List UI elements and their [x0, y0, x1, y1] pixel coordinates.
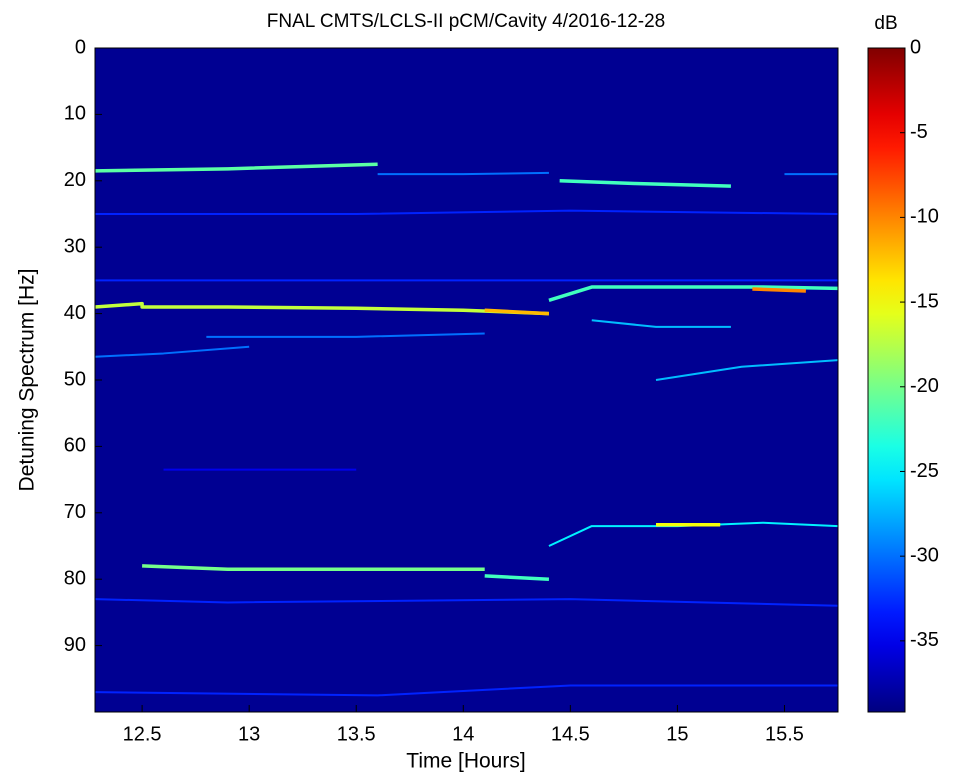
colorbar-tick-label: -30 [910, 544, 939, 566]
spectral-line [559, 179, 731, 188]
colorbar-tick-label: -20 [910, 375, 939, 397]
spectral-line [95, 598, 838, 607]
spectral-line [142, 564, 485, 571]
colorbar-tick-label: 0 [910, 36, 921, 58]
y-tick-label: 70 [64, 501, 86, 523]
spectral-line [752, 287, 806, 293]
spectral-line [484, 574, 550, 581]
heatmap-background [95, 48, 838, 712]
x-tick-label: 14 [452, 723, 474, 745]
spectral-line [377, 171, 549, 176]
colorbar-tick-label: -25 [910, 460, 939, 482]
spectral-line [95, 209, 838, 215]
colorbar-tick-label: -15 [910, 290, 939, 312]
y-tick-label: 90 [64, 634, 86, 656]
y-tick-label: 40 [64, 302, 86, 324]
x-tick-label: 15 [666, 723, 688, 745]
colorbar-tick-label: -5 [910, 121, 928, 143]
spectral-line [95, 301, 550, 316]
spectral-line [95, 345, 250, 358]
colorbar [867, 47, 906, 713]
y-tick-label: 30 [64, 235, 86, 257]
spectral-line [95, 684, 838, 697]
colorbar-tick-label: -10 [910, 206, 939, 228]
spectral-line [484, 308, 550, 316]
x-tick-label: 13.5 [337, 723, 376, 745]
spectral-line [548, 285, 838, 302]
y-tick-label: 20 [64, 169, 86, 191]
x-tick-label: 12.5 [123, 723, 162, 745]
y-tick-label: 10 [64, 103, 86, 125]
y-tick-label: 0 [75, 36, 86, 58]
y-tick-label: 60 [64, 435, 86, 457]
spectral-line [95, 162, 378, 173]
chart-title: FNAL CMTS/LCLS-II pCM/Cavity 4/2016-12-2… [267, 11, 665, 32]
spectral-line [591, 319, 731, 328]
x-axis-label: Time [Hours] [406, 750, 525, 773]
x-tick-label: 13 [238, 723, 260, 745]
x-tick-label: 15.5 [765, 723, 804, 745]
colorbar-tick-label: -35 [910, 629, 939, 651]
spectral-line [206, 332, 485, 338]
x-tick-label: 14.5 [551, 723, 590, 745]
colorbar-label: dB [874, 13, 897, 34]
spectral-line [655, 359, 838, 381]
y-axis-label: Detuning Spectrum [Hz] [16, 269, 39, 492]
y-tick-label: 50 [64, 368, 86, 390]
y-tick-label: 80 [64, 567, 86, 589]
